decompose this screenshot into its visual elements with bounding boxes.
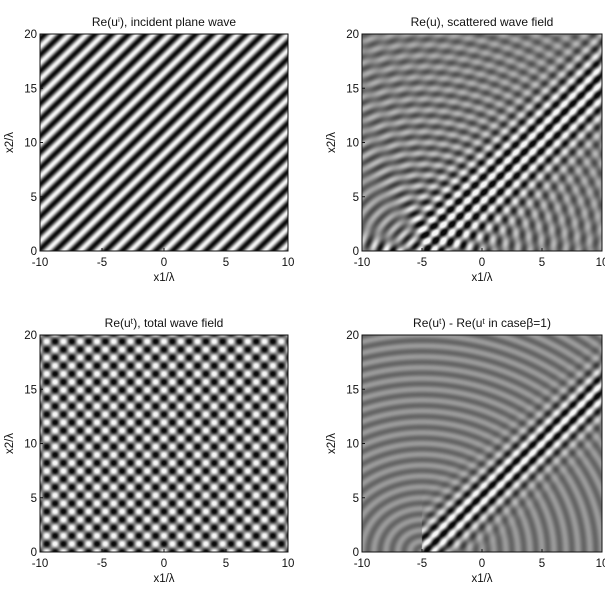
y-tick-label: 15: [24, 384, 37, 396]
x-tick-label: -10: [32, 257, 49, 269]
x-tick-label: 0: [161, 257, 167, 269]
y-tick-label: 0: [353, 246, 359, 258]
y-tick-label: 5: [31, 493, 37, 505]
x-tick-label: -10: [32, 558, 49, 570]
chart-title: Re(uᵗ), total wave field: [105, 316, 224, 330]
x-tick-label: 10: [596, 257, 605, 269]
y-axis-label: x2/λ: [326, 433, 338, 454]
y-tick-label: 20: [24, 330, 37, 342]
y-axis-label: x2/λ: [4, 433, 16, 454]
y-tick-label: 10: [24, 439, 37, 451]
x-tick-label: 10: [282, 257, 295, 269]
y-tick-label: 5: [353, 192, 359, 204]
x-tick-label: -5: [417, 558, 427, 570]
x-tick-label: -10: [354, 257, 371, 269]
x-axis-label: x1/λ: [153, 573, 174, 585]
y-tick-label: 15: [346, 83, 359, 95]
y-tick-label: 0: [31, 547, 37, 559]
y-tick-label: 5: [31, 192, 37, 204]
x-tick-label: -5: [417, 257, 427, 269]
y-axis-label: x2/λ: [326, 132, 338, 153]
x-tick-label: 10: [596, 558, 605, 570]
chart-title: Re(u), scattered wave field: [411, 15, 554, 29]
y-tick-label: 10: [346, 439, 359, 451]
x-axis-label: x1/λ: [471, 272, 492, 284]
x-tick-label: -5: [97, 257, 107, 269]
y-tick-label: 15: [346, 384, 359, 396]
panel-top-left: Re(uⁱ), incident plane wave -10 -5 0 5 10 0 5 10…: [4, 15, 294, 284]
y-axis-label: x2/λ: [4, 132, 16, 153]
y-tick-label: 20: [346, 330, 359, 342]
panel-bottom-right: Re(uᵗ) - Re(uᵗ in caseβ=1) -10 -5 0 5 10 0 5 10 1…: [326, 316, 605, 585]
heatmap-image: [40, 335, 288, 552]
y-tick-label: 15: [24, 83, 37, 95]
x-tick-label: 10: [282, 558, 295, 570]
x-tick-label: 0: [161, 558, 167, 570]
x-tick-label: 5: [539, 257, 545, 269]
x-tick-label: -5: [97, 558, 107, 570]
x-tick-label: 5: [223, 257, 229, 269]
y-tick-label: 5: [353, 493, 359, 505]
x-axis-label: x1/λ: [471, 573, 492, 585]
panel-top-right: Re(u), scattered wave field -10 -5 0 5 10 0 5 10…: [326, 15, 605, 284]
heatmap-image: [362, 34, 602, 251]
x-tick-label: -10: [354, 558, 371, 570]
chart-title: Re(uⁱ), incident plane wave: [92, 15, 237, 29]
y-tick-label: 10: [24, 138, 37, 150]
y-tick-label: 20: [24, 29, 37, 41]
x-tick-label: 0: [479, 558, 485, 570]
heatmap-image: [40, 34, 288, 251]
chart-title: Re(uᵗ) - Re(uᵗ in caseβ=1): [413, 316, 551, 330]
x-tick-label: 5: [223, 558, 229, 570]
x-axis-label: x1/λ: [153, 272, 174, 284]
y-tick-label: 0: [353, 547, 359, 559]
y-tick-label: 20: [346, 29, 359, 41]
panel-bottom-left: Re(uᵗ), total wave field -10 -5 0 5 10 0 5 10 15 2…: [4, 316, 294, 585]
y-tick-label: 0: [31, 246, 37, 258]
x-tick-label: 0: [479, 257, 485, 269]
heatmap-image: [362, 335, 602, 552]
x-tick-label: 5: [539, 558, 545, 570]
y-tick-label: 10: [346, 138, 359, 150]
